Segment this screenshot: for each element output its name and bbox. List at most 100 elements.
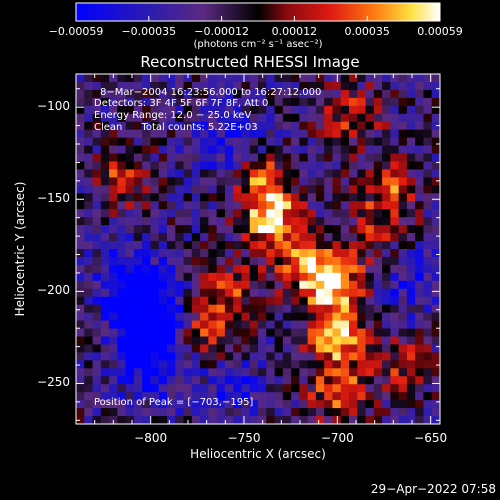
heatmap-cell [133,241,143,250]
heatmap-cell [224,392,234,401]
heatmap-cell [299,241,309,250]
heatmap-cell [365,209,375,218]
colorbar-tick-label: −0.00059 [48,25,104,38]
heatmap-cell [216,193,226,202]
heatmap-cell [76,368,85,377]
heatmap-cell [100,121,110,131]
heatmap-cell [233,74,243,83]
heatmap-cell [274,336,284,346]
heatmap-cell [349,249,358,258]
heatmap-cell [76,288,85,298]
heatmap-cell [415,105,425,115]
heatmap-cell [84,137,94,147]
heatmap-cell [390,336,400,346]
heatmap-cell [208,153,218,163]
heatmap-cell [158,312,168,322]
heatmap-cell [390,209,400,218]
heatmap-cell [373,336,383,346]
heatmap-cell [133,233,143,242]
heatmap-cell [249,169,259,178]
heatmap-cell [324,400,334,409]
heatmap-cell [415,81,425,91]
heatmap-cell [133,416,143,424]
heatmap-cell [92,392,102,401]
heatmap-cell [76,185,85,194]
heatmap-cell [125,97,135,107]
heatmap-cell [365,352,375,361]
heatmap-cell [315,121,325,131]
heatmap-cell [175,81,185,91]
heatmap-cell [100,392,110,401]
heatmap-cell [92,105,102,115]
heatmap-cell [117,376,127,385]
heatmap-cell [92,74,102,83]
heatmap-cell [142,137,152,147]
heatmap-cell [266,241,276,250]
heatmap-cell [349,416,358,424]
heatmap-cell [224,272,234,282]
heatmap-cell [398,145,408,155]
heatmap-cell [332,137,342,147]
heatmap-cell [332,264,342,274]
heatmap-cell [208,280,218,290]
heatmap-cell [249,336,259,346]
heatmap-cell [291,225,300,234]
heatmap-cell [415,169,425,178]
heatmap-cell [200,392,209,401]
heatmap-cell [216,336,226,346]
heatmap-cell [109,336,118,346]
heatmap-cell [191,352,201,361]
heatmap-cell [167,256,176,266]
heatmap-cell [423,129,433,139]
heatmap-cell [431,105,440,115]
heatmap-cell [76,408,85,417]
heatmap-cell [357,376,367,385]
heatmap-cell [92,169,102,178]
heatmap-cell [92,121,102,131]
heatmap-cell [299,320,309,330]
heatmap-cell [324,81,334,91]
heatmap-cell [365,320,375,330]
heatmap-cell [373,225,383,234]
heatmap-cell [382,360,391,369]
heatmap-cell [332,233,342,242]
heatmap-cell [249,121,259,131]
heatmap-cell [117,209,127,218]
heatmap-cell [233,344,243,353]
heatmap-cell [398,81,408,91]
heatmap-cell [224,312,234,322]
heatmap-cell [266,320,276,330]
heatmap-cell [349,161,358,171]
heatmap-cell [340,113,350,123]
heatmap-cell [390,241,400,250]
heatmap-cell [349,137,358,147]
heatmap-cell [349,368,358,377]
heatmap-cell [142,105,152,115]
heatmap-cell [340,256,350,266]
heatmap-cell [224,89,234,99]
heatmap-cell [299,249,309,258]
heatmap-cell [109,272,118,282]
heatmap-cell [150,105,160,115]
heatmap-cell [109,74,118,83]
heatmap-cell [216,249,226,258]
heatmap-cell [100,217,110,226]
heatmap-cell [406,384,416,393]
heatmap-cell [340,336,350,346]
heatmap-cell [125,272,135,282]
heatmap-cell [373,288,383,298]
heatmap-cell [183,384,193,393]
heatmap-cell [340,161,350,171]
heatmap-cell [282,129,292,139]
heatmap-cell [133,336,143,346]
heatmap-cell [274,296,284,306]
heatmap-cell [167,272,176,282]
heatmap-cell [299,256,309,266]
heatmap-cell [167,105,176,115]
heatmap-cell [373,153,383,163]
heatmap-cell [200,113,209,123]
heatmap-cell [133,384,143,393]
heatmap-cell [266,89,276,99]
heatmap-cell [307,217,317,226]
heatmap-cell [382,256,391,266]
